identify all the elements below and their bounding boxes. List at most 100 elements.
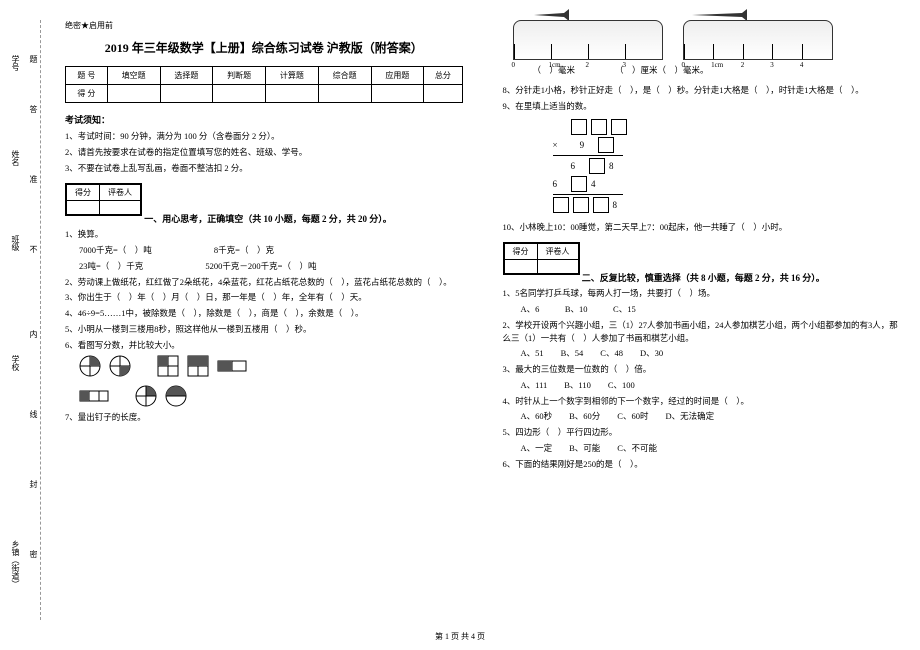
th: 判断题 xyxy=(213,67,266,85)
section1-heading: 一、用心思考，正确填空（共 10 小题，每题 2 分，共 20 分）。 xyxy=(144,214,392,224)
table-row: 得 分 xyxy=(66,85,463,103)
th: 选择题 xyxy=(160,67,213,85)
ruler-icon xyxy=(513,20,663,60)
s2q3: 3、最大的三位数是一位数的（ ）倍。 xyxy=(503,363,901,376)
tick xyxy=(713,44,743,59)
left-column: 绝密★启用前 2019 年三年级数学【上册】综合练习试卷 沪教版（附答案） 题 … xyxy=(55,20,473,620)
tick xyxy=(772,44,802,59)
s2q1o: A、6 B、10 C、15 xyxy=(521,303,901,316)
digit: 6 xyxy=(571,161,576,171)
q5: 5、小明从一楼到三楼用8秒，照这样他从一楼到五楼用（ ）秒。 xyxy=(65,323,463,336)
td xyxy=(371,85,424,103)
s2q3o: A、111 B、110 C、100 xyxy=(521,379,901,392)
ruler-icon xyxy=(683,20,833,60)
th: 题 号 xyxy=(66,67,108,85)
bind-name: 姓名 xyxy=(10,150,21,166)
q10: 10、小林晚上10：00睡觉，第二天早上7：00起床，他一共睡了（ ）小时。 xyxy=(503,221,901,234)
mult-row: 8 xyxy=(553,197,901,213)
q1b: 8千克=（ ）克 xyxy=(214,245,274,255)
th: 计算题 xyxy=(266,67,319,85)
digit-box xyxy=(589,158,605,174)
multiplication-work: ×9 68 64 8 xyxy=(553,119,901,213)
grader-c2: 评卷人 xyxy=(537,244,578,260)
td xyxy=(107,85,160,103)
grader-box: 得分评卷人 xyxy=(65,183,142,216)
th: 综合题 xyxy=(318,67,371,85)
spacer xyxy=(117,385,127,407)
q6: 6、看图写分数，并比较大小。 xyxy=(65,339,463,352)
section2-heading: 二、反复比较，慎重选择（共 8 小题，每题 2 分，共 16 分）。 xyxy=(582,273,825,283)
th: 应用题 xyxy=(371,67,424,85)
binding-margin: 学号 题 答 姓名 准 班级 不 内 学校 线 封 密 乡镇（街道） xyxy=(0,20,55,620)
bind-s5: 内 xyxy=(28,330,39,338)
grader-c1: 得分 xyxy=(67,185,100,201)
mult-row xyxy=(553,119,901,135)
grid-icon xyxy=(157,355,179,377)
columns: 绝密★启用前 2019 年三年级数学【上册】综合练习试卷 沪教版（附答案） 题 … xyxy=(55,20,910,620)
circle-icon xyxy=(165,385,187,407)
td: 得 分 xyxy=(66,85,108,103)
times-icon: × xyxy=(553,140,558,150)
q7: 7、量出钉子的长度。 xyxy=(65,411,463,424)
q1-line: 7000千克=（ ）吨 8千克=（ ）克 xyxy=(79,244,463,257)
circle-icon xyxy=(135,385,157,407)
bar-icon xyxy=(217,355,247,377)
grid-icon xyxy=(187,355,209,377)
q3: 3、你出生于（ ）年（ ）月（ ）日，那一年是（ ）年，全年有（ ）天。 xyxy=(65,291,463,304)
td xyxy=(160,85,213,103)
notice-item: 1、考试时间：90 分钟，满分为 100 分（含卷面分 2 分）。 xyxy=(65,130,463,143)
bind-s4: 不 xyxy=(28,245,39,253)
bind-s6: 线 xyxy=(28,410,39,418)
nail-icon xyxy=(534,9,574,21)
blank xyxy=(100,201,141,215)
th: 总分 xyxy=(424,67,462,85)
grader-box: 得分评卷人 xyxy=(503,242,580,275)
digit-box xyxy=(593,197,609,213)
notice-item: 3、不要在试卷上乱写乱画，卷面不整洁扣 2 分。 xyxy=(65,162,463,175)
td xyxy=(424,85,462,103)
q1: 1、换算。 xyxy=(65,228,463,241)
digit: 9 xyxy=(580,140,585,150)
digit-box xyxy=(571,176,587,192)
table-row: 题 号 填空题 选择题 判断题 计算题 综合题 应用题 总分 xyxy=(66,67,463,85)
bind-s8: 密 xyxy=(28,550,39,558)
digit: 8 xyxy=(613,200,618,210)
circle-icon xyxy=(79,355,101,377)
tick xyxy=(625,44,662,59)
td xyxy=(318,85,371,103)
notice-item: 2、请首先按要求在试卷的指定位置填写您的姓名、班级、学号。 xyxy=(65,146,463,159)
tick xyxy=(514,44,551,59)
paper-title: 2019 年三年级数学【上册】综合练习试卷 沪教版（附答案） xyxy=(65,39,463,56)
ruler-lbl2: （ ）厘米（ ）毫米。 xyxy=(615,64,709,76)
binding-dash-line xyxy=(40,20,41,620)
rule-line xyxy=(553,155,623,156)
ruler-ticks xyxy=(684,44,832,59)
notice-heading: 考试须知： xyxy=(65,113,463,126)
mult-row: 64 xyxy=(553,176,901,192)
right-column: （ ）毫米 （ ）厘米（ ）毫米。 8、分针走1小格，秒针正好走（ ），是（ ）… xyxy=(493,20,911,620)
tick xyxy=(551,44,588,59)
blank xyxy=(537,260,578,274)
q8: 8、分针走1小格，秒针正好走（ ），是（ ）秒。分针走1大格是（ ），时针走1大… xyxy=(503,84,901,97)
digit-box xyxy=(553,197,569,213)
ruler-ticks xyxy=(514,44,662,59)
q1c: 23吨=（ ）千克 xyxy=(79,261,143,271)
s2q5o: A、一定 B、可能 C、不可能 xyxy=(521,442,901,455)
fraction-shapes xyxy=(79,355,279,407)
grader-c1: 得分 xyxy=(504,244,537,260)
bind-xuehao: 学号 xyxy=(10,55,21,71)
nail-icon xyxy=(692,9,752,21)
score-table: 题 号 填空题 选择题 判断题 计算题 综合题 应用题 总分 得 分 xyxy=(65,66,463,103)
rule-line xyxy=(553,194,623,195)
s2q5: 5、四边形（ ）平行四边形。 xyxy=(503,426,901,439)
circle-icon xyxy=(109,355,131,377)
s2q2: 2、学校开设两个兴趣小组，三（1）27人参加书画小组，24人参加棋艺小组，两个小… xyxy=(503,319,901,345)
q4: 4、46÷9=5……1中，被除数是（ ），除数是（ ），商是（ ），余数是（ ）… xyxy=(65,307,463,320)
tick xyxy=(743,44,773,59)
digit: 4 xyxy=(591,179,596,189)
secret-label: 绝密★启用前 xyxy=(65,20,463,31)
q2: 2、劳动课上做纸花，红红做了2朵纸花，4朵蓝花，红花占纸花总数的（ ），蓝花占纸… xyxy=(65,276,463,289)
ruler-row xyxy=(503,20,901,60)
bind-town: 乡镇（街道） xyxy=(10,540,21,588)
blank xyxy=(67,201,100,215)
